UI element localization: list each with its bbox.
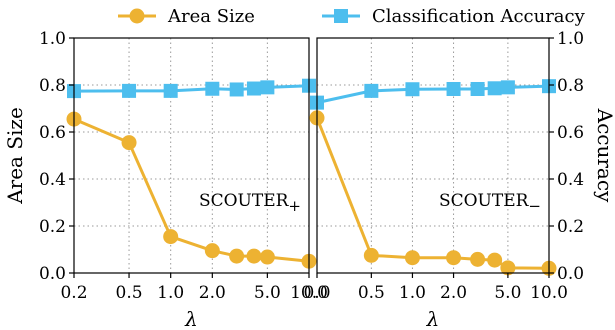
- data-point-area-size: [363, 247, 379, 263]
- data-point-accuracy: [446, 81, 461, 96]
- x-tick-label: 5.0: [254, 283, 281, 303]
- data-point-accuracy: [246, 81, 261, 96]
- data-point-accuracy: [205, 81, 220, 96]
- x-tick-label: 1.0: [399, 283, 426, 303]
- y-tick-label: 0.2: [39, 217, 66, 237]
- data-point-area-size: [404, 250, 420, 266]
- x-axis-label: λ: [426, 307, 440, 330]
- x-tick-label: 0.5: [358, 283, 385, 303]
- data-point-accuracy: [260, 80, 275, 95]
- x-tick-label: 2.0: [440, 283, 467, 303]
- data-point-area-size: [204, 243, 220, 259]
- data-point-area-size: [259, 249, 275, 265]
- plot-frame: [316, 37, 550, 274]
- data-point-accuracy: [470, 81, 485, 96]
- data-point-accuracy: [163, 83, 178, 98]
- annotation-subscript: −: [528, 197, 541, 215]
- data-point-accuracy: [487, 81, 502, 96]
- y-tick-label: 0.0: [39, 264, 66, 284]
- y-tick-label: 1.0: [557, 29, 584, 49]
- legend-marker-square: [334, 9, 348, 23]
- y-tick-label: 0.2: [557, 217, 584, 237]
- x-tick-label: 2.0: [199, 283, 226, 303]
- data-point-area-size: [121, 135, 137, 151]
- data-point-accuracy: [405, 82, 420, 97]
- legend-marker-circle: [129, 8, 145, 24]
- plot-frame: [73, 37, 310, 274]
- data-point-area-size: [470, 251, 486, 267]
- data-point-accuracy: [500, 80, 515, 95]
- panel-scouter-minus: 0.0 0.5 1.0 2.0 5.0 10.00.00.20.40.60.81.0λAc…: [303, 29, 615, 330]
- x-tick-label: 0.2: [60, 283, 87, 303]
- y-tick-label: 0.6: [39, 123, 66, 143]
- data-point-area-size: [500, 260, 516, 276]
- data-point-area-size: [487, 252, 503, 268]
- y-tick-label: 0.0: [557, 264, 584, 284]
- panel-annotation: SCOUTER+: [199, 191, 301, 215]
- y-tick-label: 1.0: [39, 29, 66, 49]
- panel-scouter-plus: 0.2 0.5 1.0 2.0 5.0 10.00.00.20.40.60.81.0λAr…: [3, 29, 328, 330]
- y-tick-label: 0.8: [557, 76, 584, 96]
- x-tick-label: 0.0: [303, 283, 330, 303]
- annotation-subscript: +: [288, 197, 301, 215]
- panel-annotation: SCOUTER−: [439, 191, 541, 215]
- legend-label: Area Size: [167, 6, 255, 27]
- y-tick-label: 0.8: [39, 76, 66, 96]
- data-point-accuracy: [122, 83, 137, 98]
- data-point-area-size: [246, 248, 262, 264]
- x-tick-label: 1.0: [157, 283, 184, 303]
- data-point-accuracy: [229, 82, 244, 97]
- annotation-main: SCOUTER: [439, 191, 530, 211]
- y-axis-label: Area Size: [3, 107, 27, 205]
- y-axis-label: Accuracy: [593, 108, 615, 203]
- legend: Area Size Classification Accuracy: [118, 6, 586, 27]
- legend-label: Classification Accuracy: [372, 6, 586, 27]
- x-tick-label: 0.5: [116, 283, 143, 303]
- data-point-area-size: [446, 250, 462, 266]
- x-tick-label: 5.0: [494, 283, 521, 303]
- y-tick-label: 0.6: [557, 123, 584, 143]
- data-point-accuracy: [364, 83, 379, 98]
- x-axis-label: λ: [184, 307, 198, 330]
- x-tick-label: 10.0: [530, 283, 568, 303]
- y-tick-label: 0.4: [39, 170, 66, 190]
- data-point-area-size: [229, 248, 245, 264]
- y-tick-label: 0.4: [557, 170, 584, 190]
- data-point-area-size: [163, 229, 179, 245]
- x-tick-label: 10.0: [290, 283, 328, 303]
- annotation-main: SCOUTER: [199, 191, 290, 211]
